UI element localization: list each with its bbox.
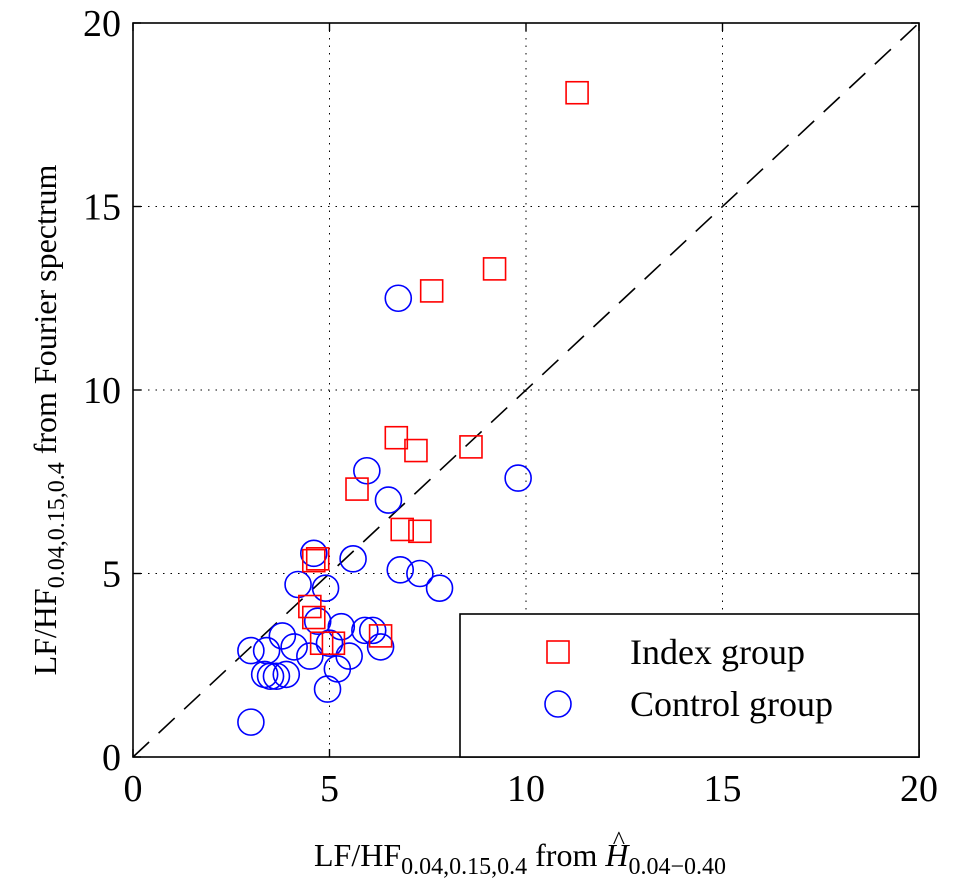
point-control-group: [262, 662, 291, 691]
legend-label-control-group: Control group: [630, 684, 833, 724]
y-tick-label: 0: [102, 737, 121, 779]
point-control-group: [504, 464, 532, 492]
point-control-group: [299, 539, 328, 568]
point-control-group: [425, 574, 454, 602]
point-index-group: [368, 624, 393, 648]
legend-label-index-group: Index group: [630, 632, 805, 672]
legend-marker-control-group: [544, 690, 572, 718]
legend-marker-index-group: [546, 640, 570, 664]
point-control-group: [358, 616, 387, 645]
x-axis-label-symbol: H: [604, 837, 630, 873]
y-tick-label: 5: [102, 554, 121, 596]
point-control-group: [386, 556, 415, 584]
data-marks: [237, 80, 589, 736]
point-index-group: [459, 435, 483, 459]
point-index-group: [419, 279, 444, 303]
point-index-group: [482, 257, 507, 281]
point-control-group: [280, 633, 308, 661]
x-tick-label: 15: [704, 768, 742, 810]
point-control-group: [252, 636, 281, 665]
point-control-group: [237, 636, 265, 665]
point-index-group: [404, 438, 428, 463]
point-control-group: [237, 708, 265, 736]
x-axis-label-symbol-subscript: 0.04−0.40: [628, 854, 726, 880]
point-control-group: [284, 570, 312, 599]
point-control-group: [272, 660, 301, 689]
point-control-group: [303, 607, 332, 636]
point-control-group: [406, 559, 434, 588]
y-tick-label: 15: [83, 187, 121, 229]
point-control-group: [268, 622, 297, 650]
x-axis-label-subscript: 0.04,0.15,0.4: [401, 854, 527, 880]
point-control-group: [374, 486, 403, 514]
x-tick-label: 5: [320, 768, 339, 810]
y-axis-label-subscript: 0.04,0.15,0.4: [44, 462, 70, 588]
point-control-group: [366, 633, 395, 661]
y-axis-label: LF/HF0.04,0.15,0.4 from Fourier spectrum: [27, 164, 70, 675]
point-index-group: [305, 547, 330, 571]
point-index-group: [301, 605, 326, 630]
point-control-group: [250, 660, 279, 689]
x-tick-label: 0: [124, 768, 143, 810]
y-tick-label: 20: [83, 3, 121, 45]
x-axis-label-hat: ^: [613, 826, 625, 855]
point-index-group: [390, 517, 415, 542]
reference-line-diagonal: [132, 22, 920, 758]
point-index-group: [384, 425, 409, 450]
point-control-group: [339, 545, 367, 573]
point-control-group: [311, 574, 340, 602]
point-index-group: [321, 631, 346, 656]
point-index-group: [408, 519, 432, 544]
point-index-group: [565, 80, 589, 105]
x-tick-label: 10: [507, 768, 545, 810]
legend-frame: [459, 613, 920, 758]
x-tick-label: 20: [900, 768, 938, 810]
point-index-group: [301, 548, 326, 573]
point-control-group: [323, 655, 352, 683]
point-control-group: [384, 284, 413, 313]
legend-items: Index group Control group: [544, 632, 833, 724]
point-control-group: [313, 675, 342, 703]
point-control-group: [353, 456, 381, 485]
x-axis-label: LF/HF0.04,0.15,0.4 from H0.04−0.40: [314, 837, 726, 880]
axis-ticks: 0 5 10 15 20 0 5 10 15 20: [83, 3, 938, 810]
y-tick-label: 10: [83, 370, 121, 412]
point-control-group: [315, 629, 344, 658]
point-index-group: [345, 477, 369, 501]
legend: Index group Control group: [459, 613, 920, 758]
point-control-group: [351, 616, 379, 645]
